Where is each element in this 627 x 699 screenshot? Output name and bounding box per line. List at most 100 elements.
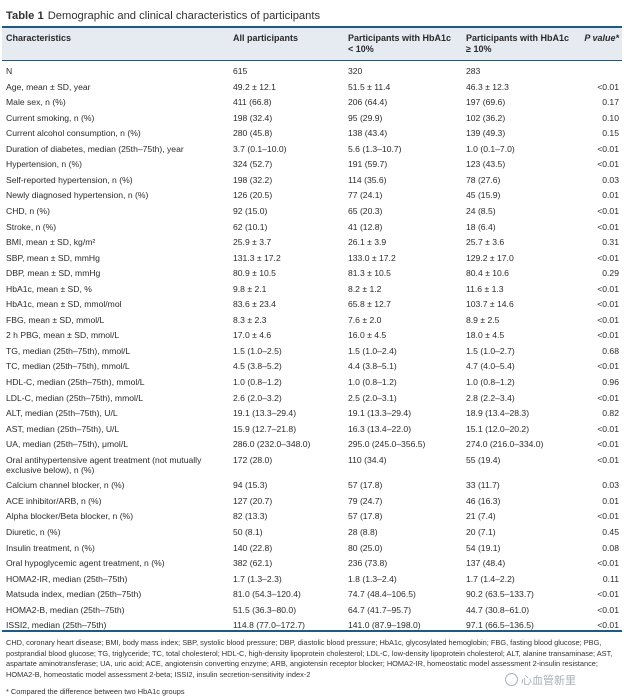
cell-all-participants: 51.5 (36.3–80.0) (233, 604, 297, 615)
watermark: 心血管新里 (505, 672, 576, 688)
cell-characteristic: Diuretic, n (%) (6, 526, 61, 537)
cell-characteristic: Age, mean ± SD, year (6, 81, 91, 92)
cell-hba1c-ge-10: 78 (27.6) (466, 174, 501, 185)
cell-hba1c-ge-10: 18.0 ± 4.5 (466, 330, 505, 341)
cell-p-value: 0.82 (602, 408, 619, 419)
cell-all-participants: 15.9 (12.7–21.8) (233, 423, 297, 434)
cell-hba1c-lt-10: 1.8 (1.3–2.4) (348, 573, 397, 584)
cell-p-value: <0.01 (597, 283, 619, 294)
cell-hba1c-lt-10: 80 (25.0) (348, 542, 383, 553)
cell-hba1c-lt-10: 64.7 (41.7–95.7) (348, 604, 412, 615)
cell-hba1c-lt-10: 19.1 (13.3–29.4) (348, 408, 412, 419)
wechat-icon (505, 673, 518, 686)
cell-hba1c-lt-10: 5.6 (1.3–10.7) (348, 143, 402, 154)
cell-all-participants: 25.9 ± 3.7 (233, 237, 272, 248)
cell-hba1c-lt-10: 191 (59.7) (348, 159, 388, 170)
cell-all-participants: 81.0 (54.3–120.4) (233, 589, 301, 600)
cell-p-value: 0.03 (602, 480, 619, 491)
abbreviation-footnote: CHD, coronary heart disease; BMI, body m… (6, 638, 613, 679)
cell-hba1c-lt-10: 110 (34.4) (348, 454, 387, 465)
cell-characteristic: HOMA2-IR, median (25th–75th) (6, 573, 128, 584)
header-all-participants: All participants (233, 33, 299, 43)
cell-hba1c-ge-10: 46.3 ± 12.3 (466, 81, 509, 92)
cell-hba1c-lt-10: 26.1 ± 3.9 (348, 237, 387, 248)
cell-hba1c-lt-10: 141.0 (87.9–198.0) (348, 620, 421, 631)
cell-all-participants: 126 (20.5) (233, 190, 273, 201)
cell-hba1c-lt-10: 133.0 ± 17.2 (348, 252, 396, 263)
cell-characteristic: TC, median (25th–75th), mmol/L (6, 361, 130, 372)
cell-hba1c-ge-10: 274.0 (216.0–334.0) (466, 439, 544, 450)
cell-characteristic: 2 h PBG, mean ± SD, mmol/L (6, 330, 120, 341)
cell-p-value: 0.45 (602, 526, 619, 537)
cell-p-value: 0.03 (602, 174, 619, 185)
cell-characteristic: HOMA2-B, median (25th–75th) (6, 604, 125, 615)
cell-characteristic: ISSI2, median (25th–75th) (6, 620, 107, 631)
cell-hba1c-lt-10: 57 (17.8) (348, 511, 383, 522)
cell-hba1c-ge-10: 283 (466, 66, 481, 76)
cell-hba1c-lt-10: 1.0 (0.8–1.2) (348, 377, 397, 387)
cell-p-value: <0.01 (597, 423, 619, 434)
cell-hba1c-ge-10: 139 (49.3) (466, 128, 506, 139)
cell-hba1c-ge-10: 44.7 (30.8–61.0) (466, 604, 530, 615)
cell-hba1c-ge-10: 15.1 (12.0–20.2) (466, 423, 530, 434)
cell-all-participants: 94 (15.3) (233, 480, 268, 491)
cell-characteristic: Current smoking, n (%) (6, 112, 95, 123)
cell-hba1c-ge-10: 80.4 ± 10.6 (466, 268, 509, 279)
cell-all-participants: 92 (15.0) (233, 205, 268, 216)
cell-all-participants: 411 (66.8) (233, 97, 272, 108)
cell-hba1c-ge-10: 46 (16.3) (466, 495, 501, 506)
cell-p-value: 0.15 (602, 128, 619, 139)
cell-characteristic: Insulin treatment, n (%) (6, 542, 95, 553)
cell-characteristic: DBP, mean ± SD, mmHg (6, 268, 101, 279)
cell-hba1c-ge-10: 18.9 (13.4–28.3) (466, 408, 530, 419)
cell-p-value: 0.68 (602, 345, 619, 356)
cell-all-participants: 280 (45.8) (233, 128, 273, 139)
cell-hba1c-ge-10: 129.2 ± 17.0 (466, 252, 514, 263)
cell-characteristic: BMI, mean ± SD, kg/m² (6, 237, 96, 248)
cell-hba1c-ge-10: 33 (11.7) (466, 480, 500, 491)
watermark-text: 心血管新里 (521, 675, 576, 687)
table-caption: Table 1 Demographic and clinical characte… (6, 10, 320, 22)
cell-characteristic: Newly diagnosed hypertension, n (%) (6, 190, 149, 201)
cell-all-participants: 286.0 (232.0–348.0) (233, 439, 311, 450)
cell-all-participants: 17.0 ± 4.6 (233, 330, 272, 341)
cell-hba1c-lt-10: 2.5 (2.0–3.1) (348, 392, 397, 403)
cell-all-participants: 198 (32.2) (233, 174, 273, 185)
cell-hba1c-lt-10: 74.7 (48.4–106.5) (348, 589, 416, 600)
cell-all-participants: 19.1 (13.3–29.4) (233, 408, 297, 419)
cell-characteristic: Hypertension, n (%) (6, 159, 82, 170)
header-rule (2, 60, 622, 61)
cell-characteristic: Oral antihypertensive agent treatment (n… (6, 454, 202, 475)
cell-p-value: <0.01 (597, 330, 619, 341)
cell-p-value: <0.01 (597, 361, 619, 372)
cell-hba1c-lt-10: 41 (12.8) (348, 221, 383, 232)
cell-hba1c-ge-10: 123 (43.5) (466, 159, 506, 170)
cell-all-participants: 198 (32.4) (233, 112, 273, 123)
cell-all-participants: 80.9 ± 10.5 (233, 268, 276, 279)
cell-hba1c-ge-10: 25.7 ± 3.6 (466, 237, 505, 248)
header-hba1c-lt-10: Participants with HbA1c < 10% (348, 33, 452, 54)
cell-all-participants: 83.6 ± 23.4 (233, 299, 276, 310)
cell-hba1c-lt-10: 57 (17.8) (348, 480, 383, 491)
cell-all-participants: 324 (52.7) (233, 159, 273, 170)
cell-characteristic: Current alcohol consumption, n (%) (6, 128, 141, 139)
cell-hba1c-lt-10: 4.4 (3.8–5.1) (348, 361, 397, 372)
cell-p-value: 0.29 (602, 268, 619, 279)
cell-p-value: <0.01 (597, 620, 619, 631)
cell-hba1c-ge-10: 24 (8.5) (466, 205, 496, 216)
cell-all-participants: 1.5 (1.0–2.5) (233, 345, 282, 356)
header-hba1c-ge-10: Participants with HbA1c ≥ 10% (466, 33, 570, 54)
cell-hba1c-ge-10: 18 (6.4) (466, 221, 496, 232)
cell-p-value: 0.11 (602, 573, 619, 584)
cell-p-value: <0.01 (597, 589, 619, 600)
cell-p-value: 0.10 (602, 112, 619, 123)
cell-hba1c-ge-10: 54 (19.1) (466, 542, 501, 553)
cell-all-participants: 2.6 (2.0–3.2) (233, 392, 282, 403)
cell-characteristic: ACE inhibitor/ARB, n (%) (6, 495, 102, 506)
cell-p-value: <0.01 (597, 439, 619, 450)
cell-hba1c-ge-10: 97.1 (66.5–136.5) (466, 620, 534, 631)
cell-hba1c-lt-10: 81.3 ± 10.5 (348, 268, 391, 279)
cell-hba1c-lt-10: 51.5 ± 11.4 (348, 81, 391, 92)
cell-characteristic: HbA1c, mean ± SD, % (6, 283, 92, 294)
